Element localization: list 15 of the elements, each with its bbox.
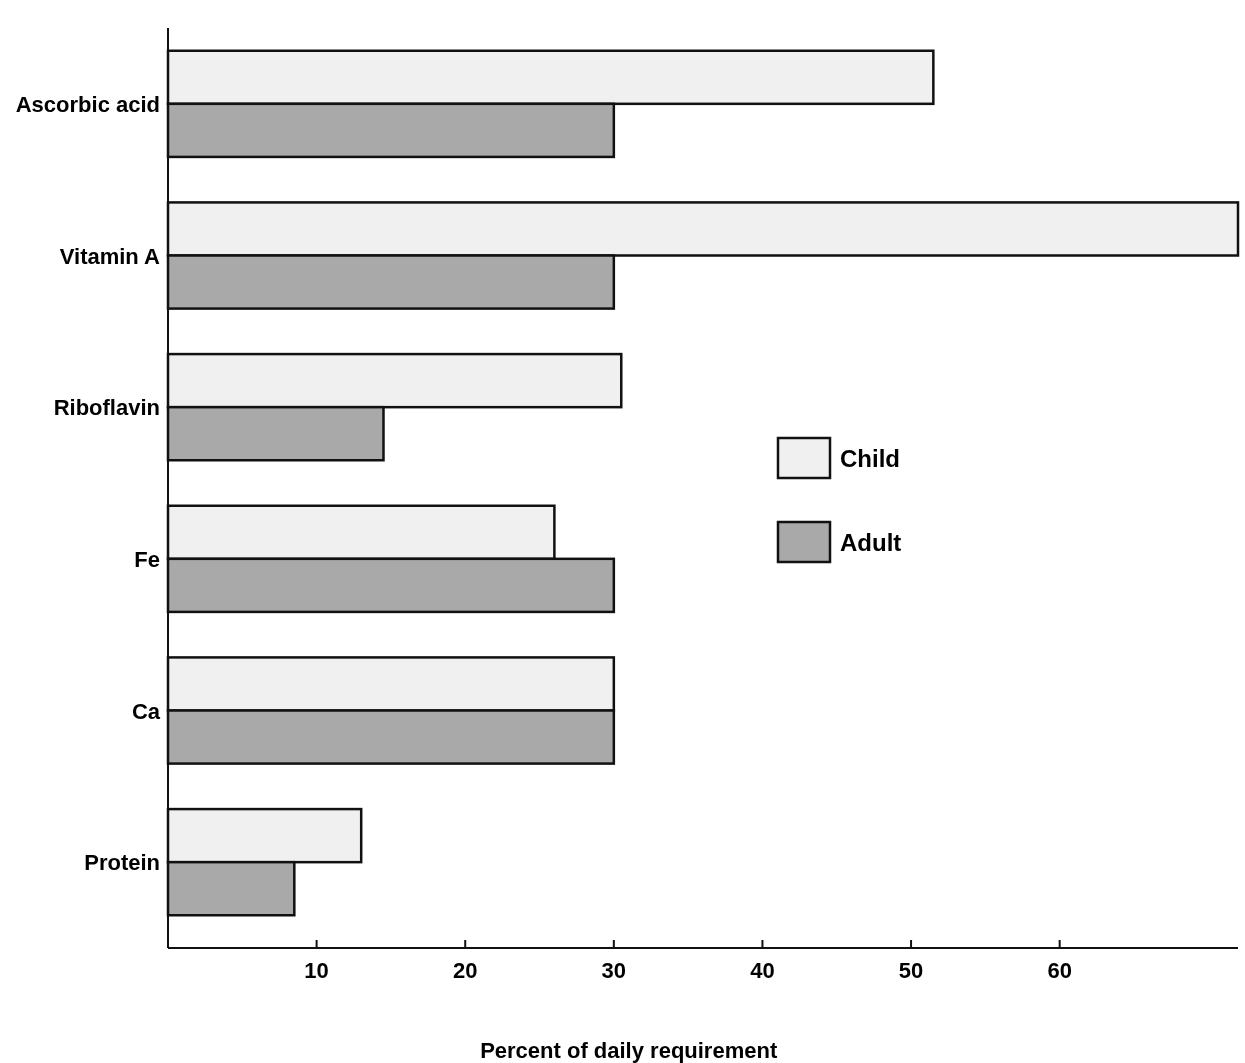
y-tick-label: Riboflavin bbox=[53, 395, 160, 421]
x-tick-label: 20 bbox=[452, 958, 478, 983]
x-tick-label: 50 bbox=[898, 958, 924, 983]
x-tick-label: 30 bbox=[601, 958, 627, 983]
y-tick-label: Vitamin A bbox=[59, 243, 161, 269]
y-tick-label: Fe bbox=[134, 546, 160, 572]
legend-label: Child bbox=[840, 445, 900, 472]
legend-label: Adult bbox=[840, 529, 902, 556]
x-axis-title: Percent of daily requirement bbox=[480, 1038, 778, 1063]
x-tick-label: 40 bbox=[750, 958, 775, 983]
x-tick-label: 60 bbox=[1047, 958, 1072, 983]
y-tick-label: Ascorbic acid bbox=[15, 91, 160, 117]
y-tick-label: Protein bbox=[84, 850, 160, 876]
y-tick-label: Ca bbox=[131, 698, 161, 724]
x-tick-label: 10 bbox=[304, 958, 329, 983]
